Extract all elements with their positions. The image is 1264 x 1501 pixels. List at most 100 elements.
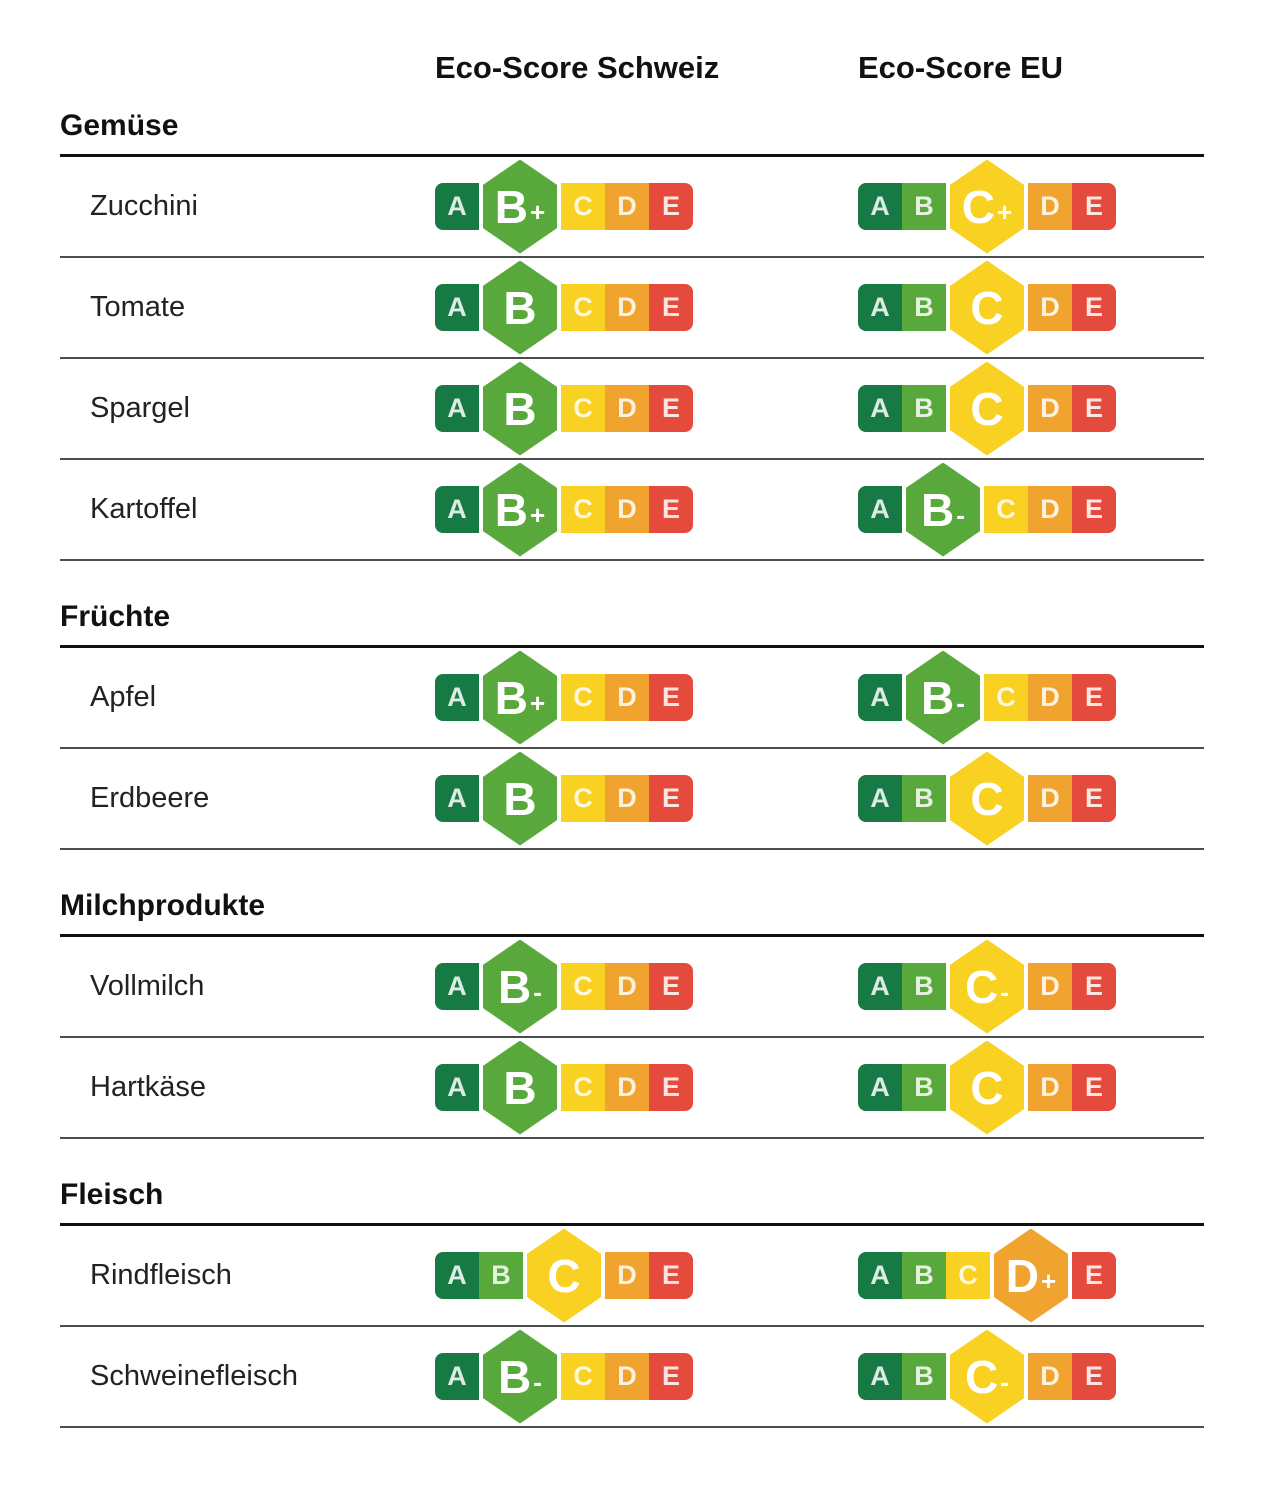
grade-tile-d: D [605, 1252, 649, 1299]
grade-tile-b: B [902, 1353, 946, 1400]
grade-hexagon-c: C- [950, 1329, 1024, 1424]
grade-tile-group: A [435, 963, 479, 1010]
category-title: Früchte [60, 599, 1204, 648]
grade-tile-a: A [435, 1353, 479, 1400]
grade-tile-b: B [902, 1064, 946, 1111]
grade-hexagon-b: B [483, 361, 557, 456]
grade-tile-d: D [605, 963, 649, 1010]
eco-score-badge-swiss: A B + C D E [435, 650, 858, 745]
grade-letter: C [961, 180, 996, 233]
grade-tile-d: D [1028, 385, 1072, 432]
category-title: Gemüse [60, 108, 1204, 157]
grade-tile-c: C [984, 674, 1028, 721]
grade-tile-e: E [649, 385, 693, 432]
grade-tile-a: A [858, 486, 902, 533]
grade-hexagon-c: C [950, 260, 1024, 355]
product-label: Vollmilch [90, 970, 205, 1002]
grade-tile-a: A [858, 775, 902, 822]
grade-tile-a: A [858, 674, 902, 721]
grade-tile-e: E [649, 284, 693, 331]
product-label: Tomate [90, 291, 186, 323]
product-label: Hartkäse [90, 1071, 207, 1103]
product-label: Schweinefleisch [90, 1360, 298, 1392]
grade-tile-group: E [1072, 1252, 1116, 1299]
grade-tile-a: A [435, 1064, 479, 1111]
category-title: Fleisch [60, 1177, 1204, 1226]
grade-suffix: + [1041, 1265, 1057, 1296]
product-label: Spargel [90, 392, 190, 424]
grade-hexagon-d: D + [994, 1228, 1068, 1323]
eco-score-badge-eu: A B C D + E [858, 1228, 1204, 1323]
column-header-swiss: Eco-Score Schweiz [435, 50, 720, 85]
grade-letter: C [970, 1061, 1004, 1114]
grade-letter: D [1005, 1249, 1040, 1302]
grade-tile-d: D [605, 183, 649, 230]
grade-letter: B [503, 772, 537, 825]
product-label: Erdbeere [90, 782, 210, 814]
grade-tile-c: C [946, 1252, 990, 1299]
grade-tile-group: A [858, 674, 902, 721]
grade-tile-b: B [902, 183, 946, 230]
grade-hexagon-b: B [483, 751, 557, 846]
grade-tile-e: E [649, 963, 693, 1010]
grade-tile-e: E [1072, 1064, 1116, 1111]
grade-tile-e: E [649, 486, 693, 533]
grade-tile-b: B [902, 775, 946, 822]
grade-tile-b: B [902, 385, 946, 432]
grade-hexagon-b: B + [483, 462, 557, 557]
column-headers: Eco-Score Schweiz Eco-Score EU [60, 0, 1204, 86]
grade-suffix: - [956, 499, 965, 530]
grade-letter: B [503, 1061, 537, 1114]
eco-score-scale: A B + C D E [435, 650, 693, 745]
grade-letter: B [494, 671, 529, 724]
grade-tile-group: A [858, 486, 902, 533]
grade-letter: B [498, 1350, 532, 1403]
grade-tile-d: D [1028, 1353, 1072, 1400]
eco-score-scale: A B + C D E [435, 159, 693, 254]
grade-tile-d: D [1028, 284, 1072, 331]
product-label: Apfel [90, 681, 157, 713]
grade-tile-a: A [858, 183, 902, 230]
grade-tile-a: A [435, 486, 479, 533]
grade-tile-group: A [435, 674, 479, 721]
grade-hexagon-b: B- [906, 462, 980, 557]
grade-tile-e: E [1072, 183, 1116, 230]
grade-hexagon-c: C [950, 361, 1024, 456]
category-title: Milchprodukte [60, 888, 1204, 937]
grade-tile-c: C [561, 1064, 605, 1111]
eco-score-scale: A B + C D E [435, 462, 693, 557]
grade-suffix: - [533, 1366, 542, 1397]
grade-hexagon-b: B [483, 260, 557, 355]
